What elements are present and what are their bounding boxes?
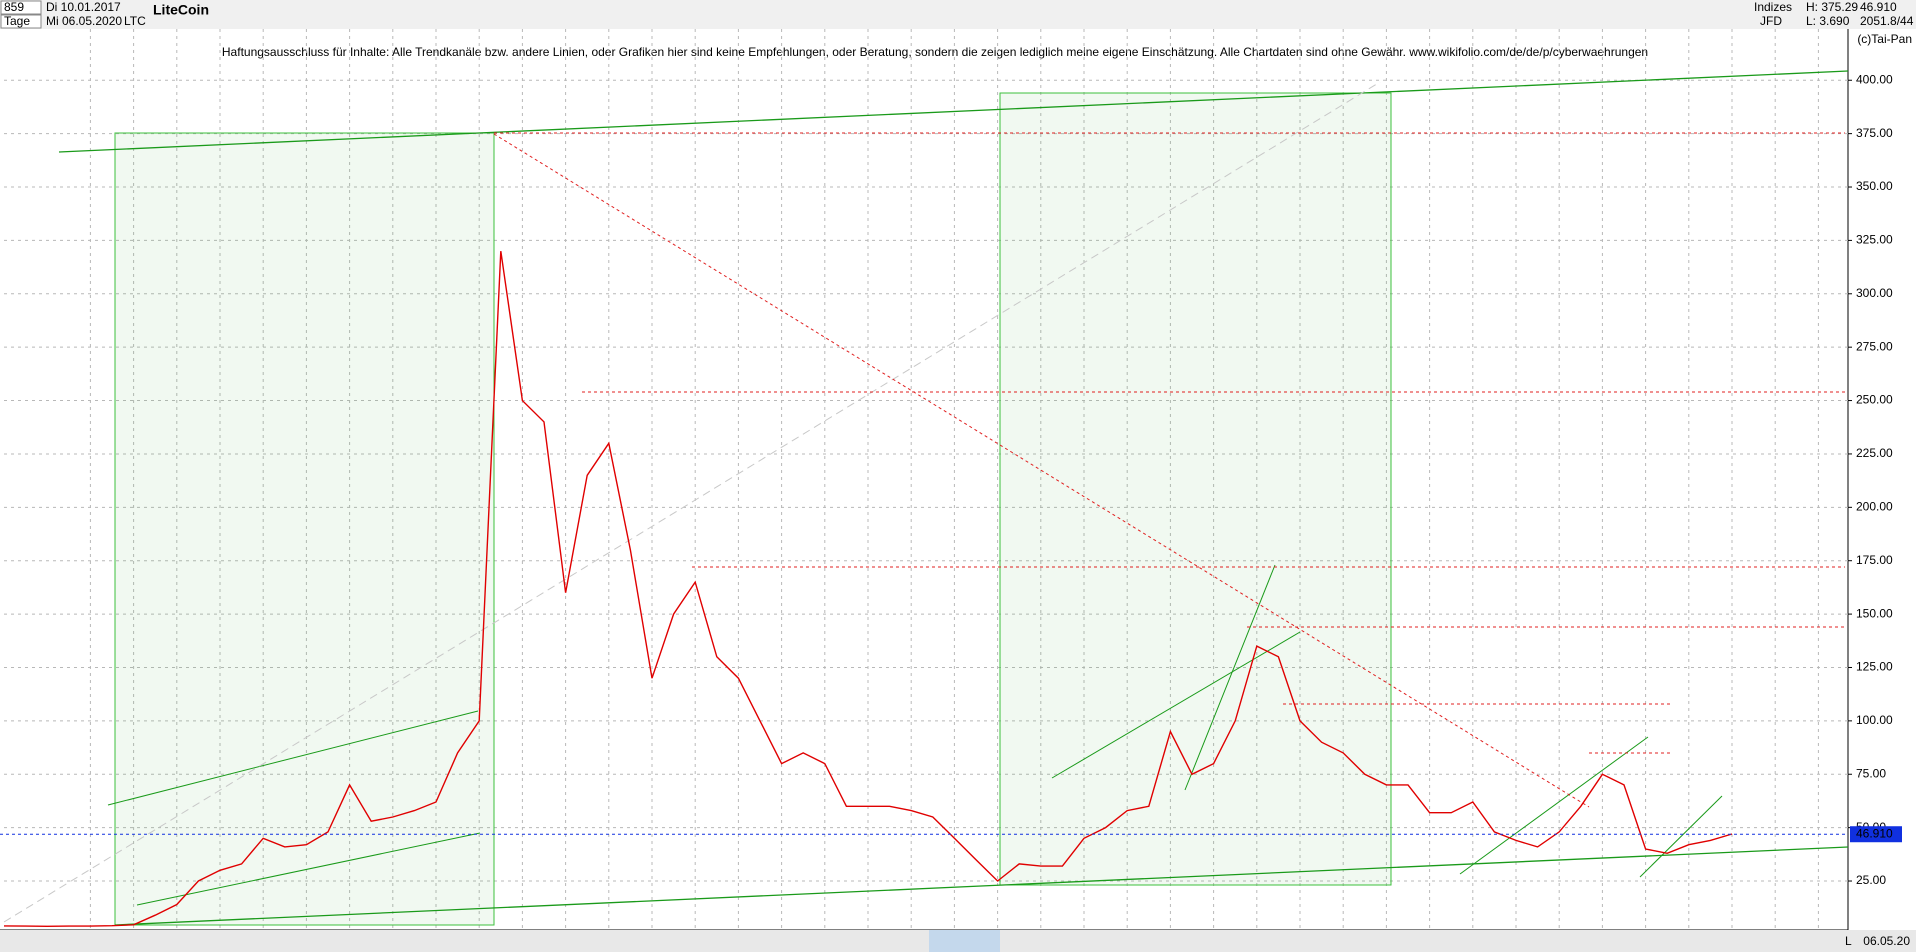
y-tick-label: 75.00 (1856, 766, 1886, 780)
current-price-label: 46.910 (1856, 826, 1893, 840)
trendline (1051, 631, 1301, 779)
y-tick-label: 375.00 (1856, 126, 1893, 140)
period-box[interactable] (0, 14, 42, 29)
y-tick-label: 150.00 (1856, 606, 1893, 620)
trendline (136, 832, 481, 906)
trendline (1639, 795, 1723, 878)
trendline (114, 846, 1849, 926)
y-tick-label: 350.00 (1856, 179, 1893, 193)
trendline (493, 133, 1590, 808)
y-tick-label: 125.00 (1856, 660, 1893, 674)
y-tick-label: 400.00 (1856, 72, 1893, 86)
trendline (58, 70, 1849, 153)
exchange: JFD (1760, 14, 1782, 28)
extra-info: 2051.8/44 (1860, 14, 1914, 28)
trendline (107, 710, 479, 806)
current-price-box (1850, 826, 1902, 843)
instrument-name: LiteCoin (153, 2, 209, 18)
trendline (1184, 564, 1276, 791)
x-axis-highlight (929, 930, 1000, 952)
last-price: 46.910 (1860, 0, 1897, 14)
y-tick-label: 250.00 (1856, 393, 1893, 407)
box (114, 132, 495, 926)
date-marker: 06.05.20 (1863, 934, 1910, 948)
end-date: Mi 06.05.2020 (46, 14, 122, 28)
start-date: Di 10.01.2017 (46, 0, 121, 14)
count: 859 (4, 0, 24, 14)
y-tick-label: 175.00 (1856, 553, 1893, 567)
trendline (1459, 736, 1649, 875)
y-tick-label: 100.00 (1856, 713, 1893, 727)
y-tick-label: 200.00 (1856, 499, 1893, 513)
box (999, 92, 1392, 886)
trendline (3, 81, 1381, 923)
y-tick-label: 300.00 (1856, 286, 1893, 300)
low: L: 3.690 (1806, 14, 1850, 28)
price-line (3, 250, 1733, 928)
disclaimer: Haftungsausschluss für Inhalte: Alle Tre… (222, 45, 1648, 59)
market: Indizes (1754, 0, 1792, 14)
axis-mode: L (1845, 934, 1852, 948)
y-tick-label: 325.00 (1856, 233, 1893, 247)
y-tick-label: 275.00 (1856, 339, 1893, 353)
header-bar (0, 0, 1916, 29)
y-tick-label: 225.00 (1856, 446, 1893, 460)
copyright: (c)Tai-Pan (1857, 32, 1912, 46)
period: Tage (4, 14, 30, 28)
symbol: LTC (124, 14, 146, 28)
high: H: 375.29 (1806, 0, 1858, 14)
annotations (3, 70, 1849, 926)
count-box[interactable] (0, 0, 42, 15)
y-tick-label: 25.00 (1856, 873, 1886, 887)
